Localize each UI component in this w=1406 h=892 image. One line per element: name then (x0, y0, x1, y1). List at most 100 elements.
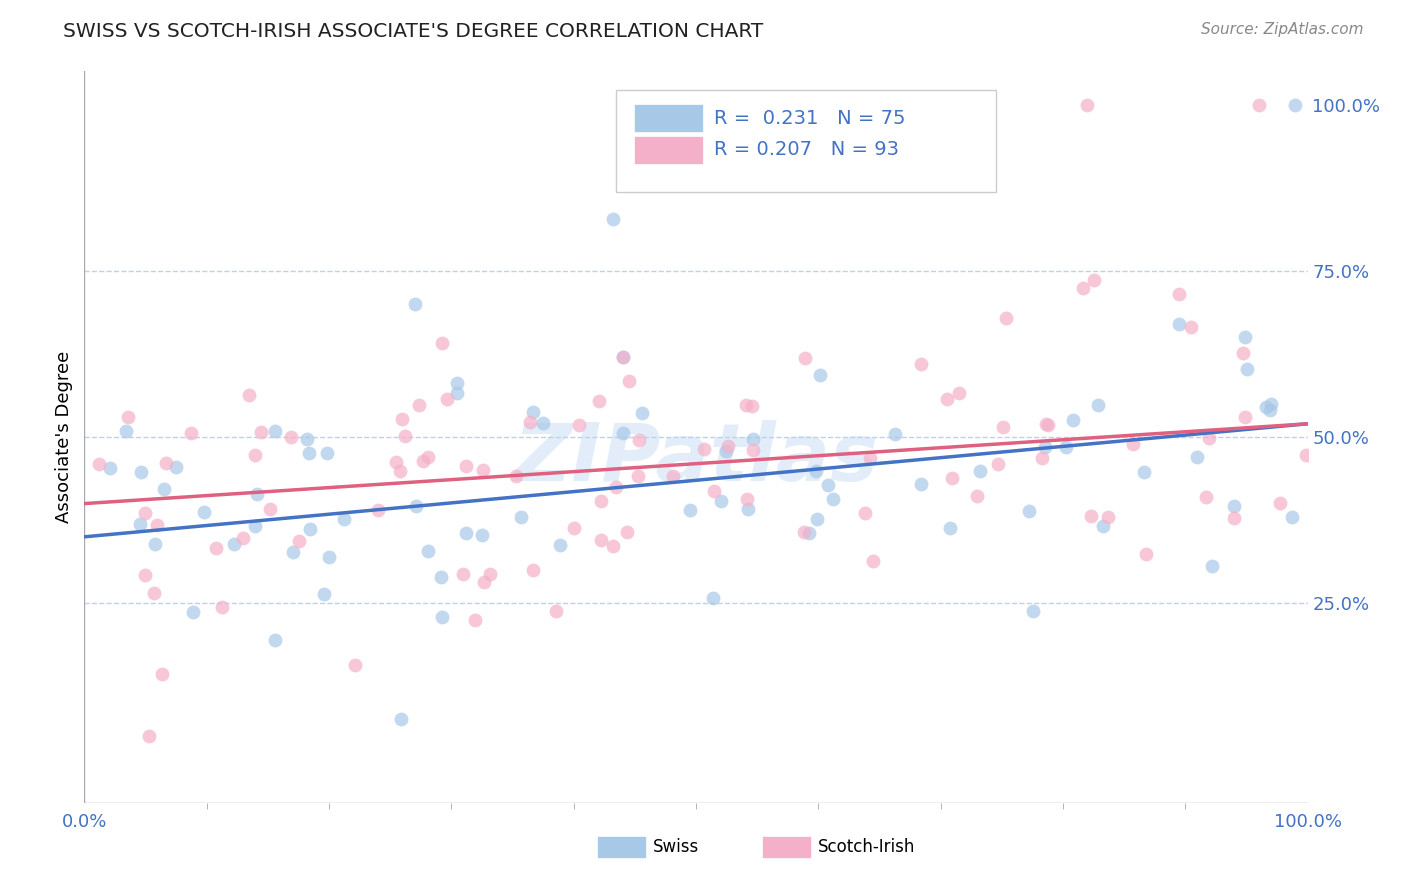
Point (855, 506, 877, 520)
Point (1133, 465, 1156, 479)
Point (1180, 320, 1202, 334)
Point (1097, 510, 1119, 524)
Point (298, 445, 321, 459)
Point (1018, 504, 1040, 518)
Point (416, 544, 439, 558)
Point (150, 667, 173, 681)
FancyBboxPatch shape (598, 837, 645, 858)
Point (232, 531, 254, 545)
Point (910, 357, 932, 371)
Point (259, 502, 281, 516)
Point (408, 398, 430, 412)
Point (804, 464, 827, 478)
Point (1135, 547, 1157, 561)
FancyBboxPatch shape (616, 90, 995, 192)
Point (454, 526, 477, 541)
Text: Swiss: Swiss (654, 838, 699, 855)
Point (602, 539, 624, 553)
Point (562, 521, 585, 535)
Point (98, 461, 121, 475)
Point (995, 311, 1018, 326)
Point (1071, 281, 1094, 295)
Point (1035, 417, 1057, 431)
Point (1167, 317, 1189, 331)
Point (333, 512, 356, 526)
Point (1260, 403, 1282, 417)
Point (703, 483, 725, 498)
Point (948, 386, 970, 401)
Point (702, 591, 724, 605)
Point (793, 351, 815, 366)
Point (138, 729, 160, 743)
Point (385, 455, 408, 469)
Point (509, 510, 531, 524)
Point (1295, 448, 1317, 462)
Text: Scotch-Irish: Scotch-Irish (818, 838, 915, 855)
Point (737, 491, 759, 506)
Point (627, 433, 650, 447)
Point (264, 632, 287, 647)
Point (808, 368, 831, 382)
Point (250, 425, 273, 439)
Point (343, 658, 366, 673)
Point (1236, 362, 1258, 376)
Point (612, 351, 634, 365)
Text: R = 0.207   N = 93: R = 0.207 N = 93 (714, 140, 900, 159)
Point (1268, 496, 1291, 510)
Point (1234, 330, 1257, 344)
Point (134, 567, 156, 582)
Point (389, 713, 412, 727)
Point (1021, 603, 1043, 617)
Point (522, 563, 544, 577)
Point (605, 480, 627, 494)
Point (1087, 398, 1109, 412)
Point (146, 518, 169, 533)
Point (479, 567, 502, 582)
Point (941, 470, 963, 484)
Point (505, 469, 527, 483)
Point (451, 566, 474, 581)
Point (1033, 440, 1056, 454)
Point (1223, 510, 1246, 524)
Point (602, 211, 624, 226)
Text: ZIPatlas: ZIPatlas (513, 420, 879, 498)
Point (709, 494, 731, 508)
Point (1201, 559, 1223, 574)
Point (797, 525, 820, 540)
Point (531, 416, 554, 430)
Point (741, 399, 763, 413)
Point (859, 450, 882, 465)
Point (612, 351, 634, 365)
Point (115, 425, 138, 439)
Point (1091, 518, 1114, 533)
Point (568, 417, 591, 432)
Text: R =  0.231   N = 75: R = 0.231 N = 75 (714, 109, 905, 128)
Point (910, 477, 932, 491)
Point (1083, 273, 1105, 287)
Point (693, 442, 716, 456)
Point (1054, 440, 1077, 454)
Point (280, 430, 302, 444)
Point (548, 539, 571, 553)
Point (193, 505, 215, 519)
Point (456, 458, 478, 473)
Point (987, 458, 1010, 472)
Point (288, 533, 311, 548)
Point (388, 465, 411, 479)
Point (1185, 450, 1208, 465)
Point (742, 443, 765, 458)
Point (405, 499, 427, 513)
Point (430, 610, 453, 624)
Point (181, 606, 204, 620)
Point (430, 336, 453, 351)
Point (1195, 490, 1218, 504)
Point (222, 536, 245, 550)
Point (153, 483, 176, 497)
Point (145, 537, 167, 551)
Point (1284, 97, 1306, 112)
Point (936, 392, 959, 406)
Point (143, 586, 166, 600)
Point (679, 503, 702, 517)
Point (264, 425, 287, 439)
Point (627, 469, 650, 483)
